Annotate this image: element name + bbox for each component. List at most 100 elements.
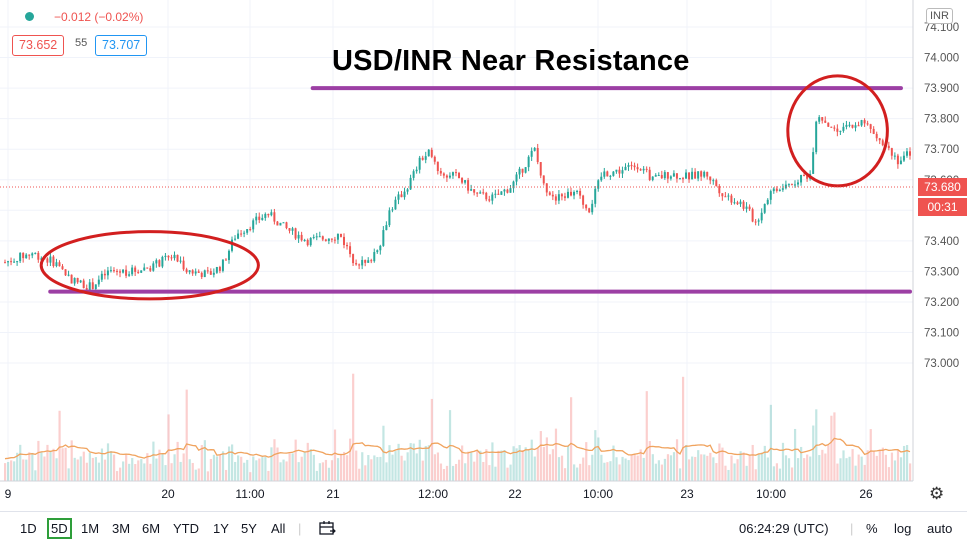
- candle-body: [94, 284, 97, 290]
- volume-bar: [760, 452, 763, 481]
- sell-price-box[interactable]: 73.652: [12, 35, 65, 56]
- volume-bar: [100, 448, 104, 481]
- volume-bar: [657, 460, 660, 481]
- volume-bar: [597, 437, 600, 481]
- tf-1d-button[interactable]: 1D: [20, 521, 37, 536]
- volume-bar: [43, 456, 46, 481]
- volume-bar: [639, 449, 642, 481]
- volume-bar: [666, 454, 670, 481]
- volume-bar: [161, 453, 164, 481]
- price-tick-label: 73.700: [924, 144, 959, 156]
- buy-price-box[interactable]: 73.707: [95, 35, 148, 56]
- percent-scale-toggle[interactable]: %: [866, 521, 878, 536]
- candle-body: [46, 258, 49, 263]
- auto-scale-toggle[interactable]: auto: [927, 521, 953, 536]
- volume-bar: [85, 462, 88, 481]
- volume-bar: [566, 445, 570, 481]
- candle-body: [557, 194, 560, 201]
- volume-bar: [252, 456, 255, 481]
- volume-bar: [497, 450, 500, 481]
- tf-6m-button[interactable]: 6M: [142, 521, 161, 536]
- candle-body: [424, 156, 427, 160]
- candle-body: [246, 229, 249, 233]
- candle-body: [724, 196, 727, 198]
- volume-bar: [745, 465, 748, 481]
- candle-body: [491, 194, 494, 201]
- candle-body: [576, 190, 579, 193]
- tf-1m-button[interactable]: 1M: [81, 521, 100, 536]
- time-tick-label: 22: [508, 487, 522, 501]
- settings-gear-icon[interactable]: ⚙: [929, 484, 945, 503]
- volume-bar: [312, 454, 315, 481]
- volume-bar: [727, 469, 730, 481]
- volume-bar: [297, 462, 300, 481]
- candle-body: [639, 169, 642, 171]
- candle-body: [467, 180, 470, 191]
- volume-bar: [494, 466, 497, 481]
- volume-bar: [391, 454, 394, 481]
- tf-1y-button[interactable]: 1Y: [213, 521, 229, 536]
- candle-body: [899, 160, 902, 165]
- volume-bar: [594, 430, 597, 481]
- volume-bar: [246, 459, 249, 481]
- candle-body: [379, 245, 382, 251]
- tf-5y-button[interactable]: 5Y: [241, 521, 257, 536]
- candle-body: [506, 189, 509, 193]
- volume-bar: [530, 439, 533, 481]
- volume-bar: [355, 450, 358, 481]
- volume-bar: [224, 469, 228, 481]
- toolbar-divider-2: |: [850, 521, 854, 536]
- candle-body: [694, 171, 697, 179]
- candle-body: [666, 172, 669, 179]
- candle-body: [370, 260, 373, 262]
- volume-bar: [412, 443, 415, 481]
- volume-bar: [485, 449, 488, 481]
- volume-bar: [551, 449, 555, 481]
- volume-bar: [61, 448, 64, 481]
- volume-bar: [152, 441, 155, 481]
- candle-body: [797, 182, 800, 185]
- time-tick-label: 10:00: [756, 487, 786, 501]
- candle-body: [742, 201, 745, 209]
- volume-bar: [633, 454, 636, 481]
- candle-body: [119, 271, 122, 273]
- volume-bar: [261, 457, 264, 481]
- candle-body: [751, 209, 754, 222]
- volume-bar: [19, 444, 22, 481]
- candle-body: [642, 168, 645, 171]
- date-range-icon[interactable]: [318, 519, 338, 537]
- candle-body: [618, 169, 621, 174]
- volume-bar: [694, 456, 697, 481]
- volume-bar: [176, 441, 179, 481]
- volume-bar: [533, 456, 536, 481]
- candle-body: [149, 268, 152, 271]
- tf-5d-button[interactable]: 5D: [47, 518, 72, 539]
- candle-body: [37, 252, 40, 260]
- candle-body: [376, 250, 379, 253]
- volume-bar: [373, 455, 376, 481]
- utc-clock[interactable]: 06:24:29 (UTC): [739, 521, 829, 536]
- volume-bar: [797, 458, 800, 481]
- candle-body: [458, 172, 461, 179]
- volume-bar: [10, 460, 13, 481]
- volume-bar: [203, 440, 206, 481]
- log-scale-toggle[interactable]: log: [894, 521, 912, 536]
- volume-bar: [585, 442, 588, 481]
- volume-bar: [170, 463, 173, 481]
- volume-bar: [869, 429, 872, 481]
- candle-body: [503, 189, 506, 192]
- candle-body: [309, 238, 312, 246]
- volume-bar: [615, 457, 618, 481]
- tf-ytd-button[interactable]: YTD: [173, 521, 199, 536]
- volume-bar: [188, 459, 191, 481]
- volume-bar: [321, 462, 325, 481]
- candle-body: [454, 172, 457, 174]
- candle-body: [155, 260, 158, 264]
- tf-3m-button[interactable]: 3M: [112, 521, 131, 536]
- volume-bar: [881, 447, 884, 481]
- grid: [0, 0, 913, 481]
- candle-body: [775, 188, 778, 191]
- tf-all-button[interactable]: All: [271, 521, 286, 536]
- volume-bar: [324, 459, 328, 481]
